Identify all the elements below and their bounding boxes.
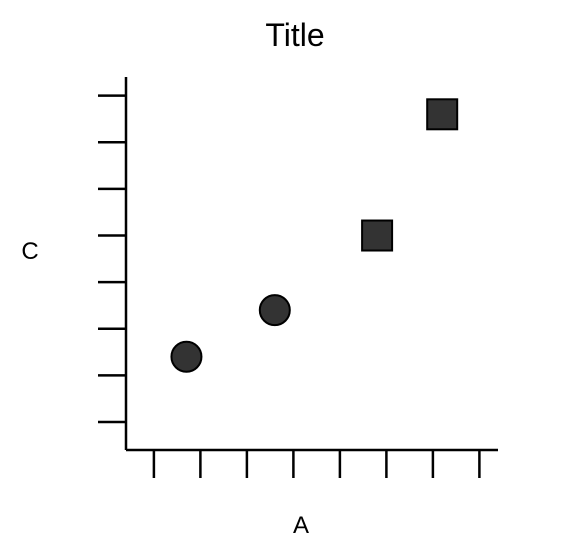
y-axis-label: C [21,238,38,265]
y-axis-ticks [98,94,126,424]
square-point-1 [361,219,394,252]
data-points [170,98,459,373]
circle-point-2 [258,294,291,327]
square-point-2 [426,98,459,131]
x-axis-label: A [293,512,309,539]
x-axis-ticks [152,450,481,478]
chart-title: Title [265,17,324,53]
circle-point-1 [170,340,203,373]
